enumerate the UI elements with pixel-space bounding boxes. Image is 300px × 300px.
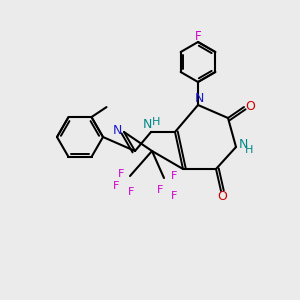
Text: N: N bbox=[142, 118, 152, 131]
Text: N: N bbox=[112, 124, 122, 136]
Text: O: O bbox=[217, 190, 227, 202]
Text: H: H bbox=[152, 117, 160, 127]
Text: N: N bbox=[238, 139, 248, 152]
Text: F: F bbox=[157, 185, 163, 195]
Text: F: F bbox=[195, 31, 201, 44]
Text: F: F bbox=[118, 169, 124, 179]
Text: F: F bbox=[113, 181, 119, 191]
Text: F: F bbox=[128, 187, 134, 197]
Text: F: F bbox=[171, 171, 177, 181]
Text: F: F bbox=[171, 191, 177, 201]
Text: H: H bbox=[245, 145, 253, 155]
Text: O: O bbox=[245, 100, 255, 112]
Text: N: N bbox=[194, 92, 204, 106]
